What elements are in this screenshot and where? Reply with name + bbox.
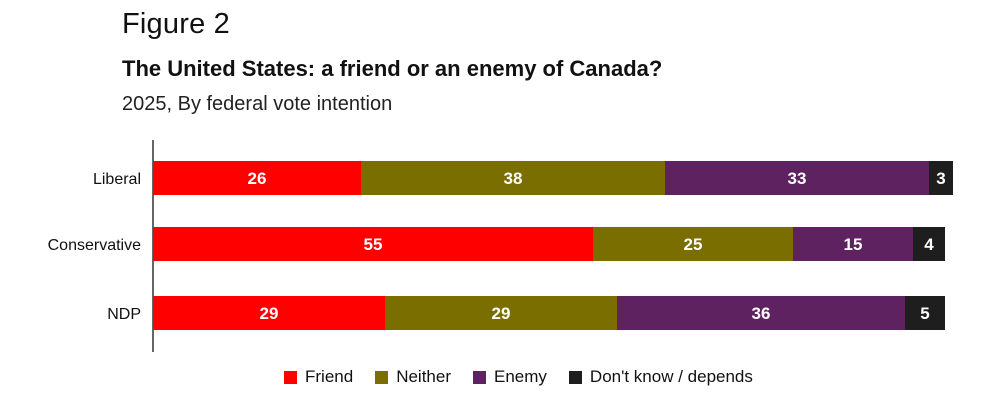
legend-item-neither: Neither [375, 367, 451, 387]
category-label-liberal: Liberal [93, 171, 141, 188]
bar-conservative-friend [153, 227, 593, 261]
legend-swatch-enemy [473, 370, 486, 384]
value-label-conservative-dont-know: 4 [924, 235, 934, 254]
value-label-conservative-friend: 55 [364, 235, 383, 254]
value-label-liberal-friend: 26 [248, 169, 267, 188]
bar-liberal-enemy [665, 161, 929, 195]
legend-label-neither: Neither [396, 367, 451, 386]
bar-ndp-enemy [617, 296, 905, 330]
legend-swatch-friend [284, 370, 297, 384]
chart-legend: Friend Neither Enemy Don't know / depend… [284, 367, 753, 387]
legend-swatch-dont-know [568, 370, 582, 384]
category-label-conservative: Conservative [48, 237, 141, 254]
legend-swatch-neither [375, 370, 389, 384]
category-label-ndp: NDP [107, 306, 141, 323]
legend-label-friend: Friend [305, 367, 354, 386]
bar-liberal-friend [153, 161, 361, 195]
legend-label-dont-know: Don't know / depends [589, 367, 753, 386]
bar-liberal-neither [361, 161, 665, 195]
chart-subtitle: 2025, By federal vote intention [122, 93, 393, 115]
bar-conservative-dont-know [913, 227, 945, 261]
legend-label-enemy: Enemy [494, 367, 547, 386]
figure-label: Figure 2 [122, 8, 230, 40]
bar-ndp-neither [385, 296, 617, 330]
chart-title: The United States: a friend or an enemy … [122, 56, 663, 81]
value-label-liberal-dont-know: 3 [936, 169, 945, 188]
bar-ndp-friend [153, 296, 385, 330]
value-label-liberal-enemy: 33 [788, 169, 807, 188]
bar-conservative-neither [593, 227, 793, 261]
legend-item-friend: Friend [284, 367, 353, 387]
value-label-conservative-enemy: 15 [844, 235, 863, 254]
value-label-ndp-dont-know: 5 [920, 304, 929, 323]
value-label-ndp-neither: 29 [492, 304, 511, 323]
value-label-liberal-neither: 38 [504, 169, 523, 188]
value-label-conservative-neither: 25 [684, 235, 703, 254]
legend-item-dont-know: Don't know / depends [568, 367, 753, 387]
value-label-ndp-enemy: 36 [752, 304, 771, 323]
bar-conservative-enemy [793, 227, 913, 261]
value-label-ndp-friend: 29 [260, 304, 279, 323]
bar-liberal-dont-know [929, 161, 953, 195]
bar-ndp-dont-know [905, 296, 945, 330]
legend-item-enemy: Enemy [473, 367, 547, 387]
